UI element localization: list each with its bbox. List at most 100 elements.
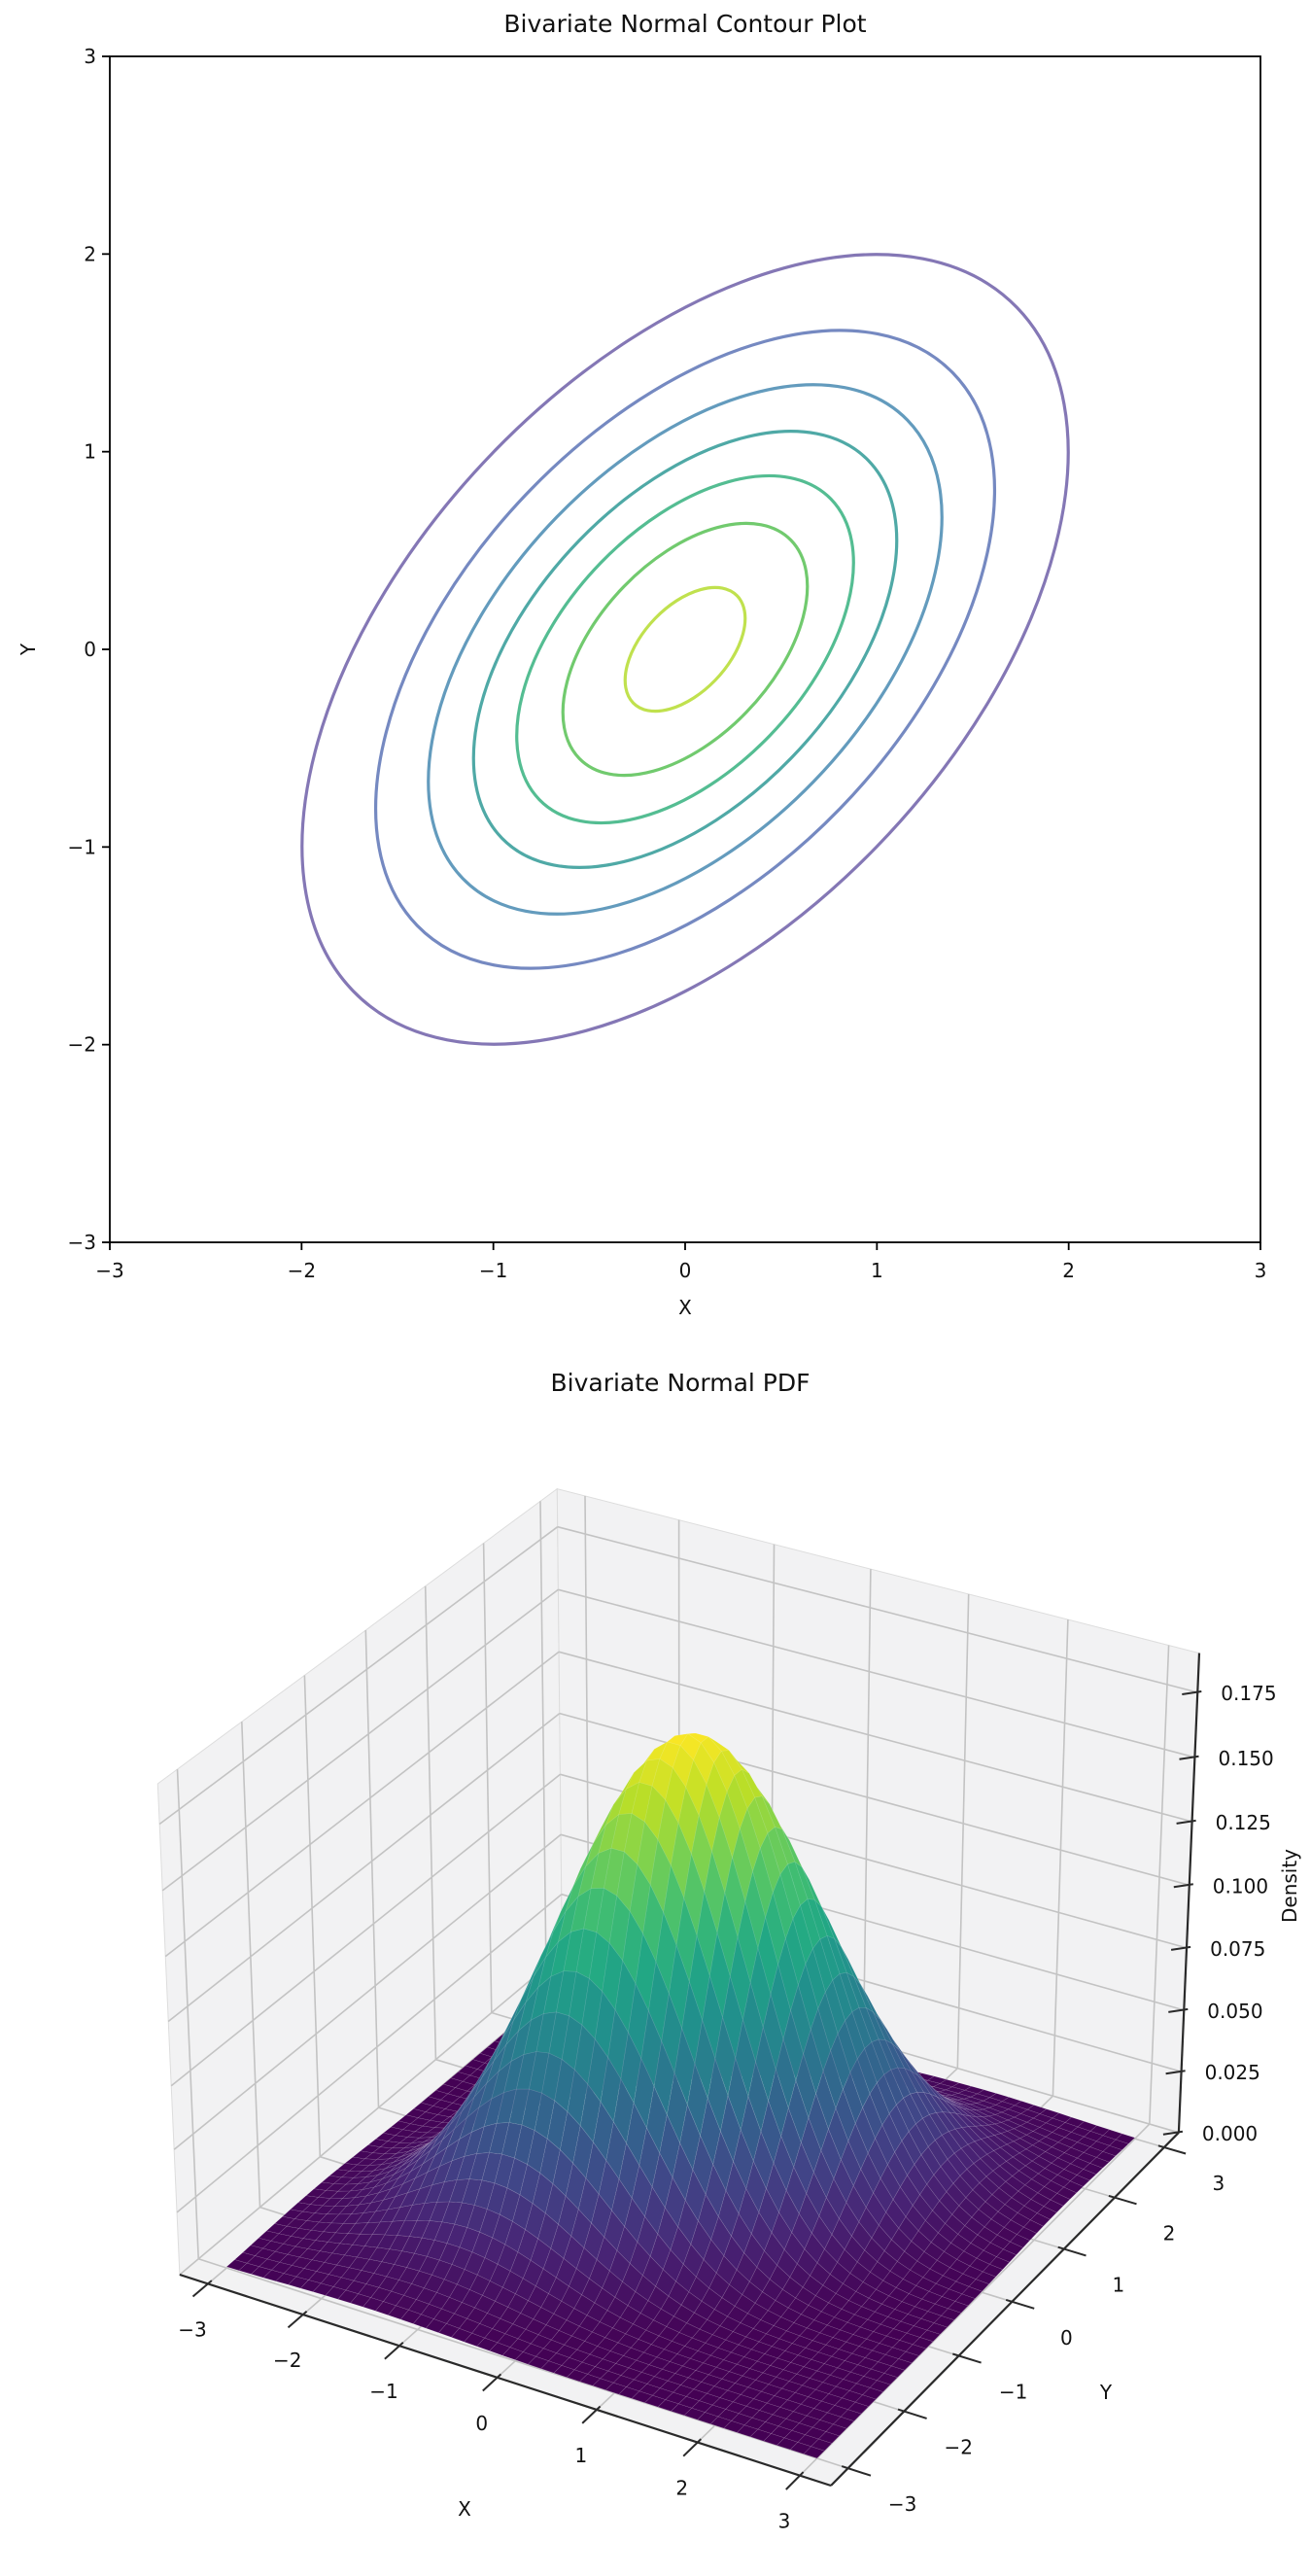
x-tick-label: 0 [679,1259,692,1282]
surface-x-tick-label: 3 [778,2510,791,2533]
surface-axis-lines [179,1653,1202,2490]
y-tick-label: 1 [84,440,96,464]
surface-z-tick-label: 0.075 [1210,1937,1265,1961]
surface-x-tick-label: 1 [575,2444,588,2467]
grid-line [173,1833,562,2150]
x-tick-label: 1 [871,1259,883,1282]
contour-plot-frame [109,55,1261,1243]
grid-line [482,1543,493,2013]
contour-ticks: −3 −2 −1 0 1 2 3 3 2 1 0 −1 −2 −3 [68,45,1267,1282]
grid-line [482,2373,502,2392]
contour-rings [162,110,1209,1189]
grid-line [1005,2298,1035,2310]
contour-ring [518,477,852,821]
contour-axes: −3 −2 −1 0 1 2 3 3 2 1 0 −1 −2 −3 Bivariate Normal Co… [17,10,1266,1319]
grid-line [952,2352,982,2364]
x-tick-label: −3 [95,1259,123,1282]
surface-3d-axes: −3 −2 −1 0 1 2 3 −3 −2 −1 0 1 2 3 0.000 0.025 0.050 0.075… [156,1369,1301,2533]
x-tick-label: −1 [479,1259,507,1282]
grid-line [1057,2245,1087,2257]
surface-x-tick-label: 0 [475,2412,488,2435]
grid-line [1108,2194,1137,2206]
grid-line [539,1501,547,1967]
x-tick-label: 2 [1062,1259,1075,1282]
z-tick [1176,1819,1196,1825]
grid-line [241,1722,261,2208]
surface-z-tick-label: 0.125 [1216,1811,1271,1834]
grid-line [559,1712,1190,1887]
grid-line [682,2438,702,2457]
y-tick-label: −1 [68,835,96,858]
surface-x-tick-label: 2 [675,2477,688,2500]
grid-line [830,2132,1180,2487]
surface-z-tick-label: 0.050 [1207,2000,1262,2023]
contour-ring [262,214,1108,1085]
y-tick-label: −2 [68,1033,96,1057]
surface-y-tick-label: −1 [999,2381,1027,2404]
surface-x-tick-label: −2 [273,2349,301,2372]
surface-mesh [225,1732,1136,2459]
contour-ylabel: Y [17,643,40,656]
surface-y-tick-label: 0 [1060,2326,1073,2350]
surface-y-tick-label: −3 [888,2492,916,2516]
surface-z-tick-label: 0.000 [1202,2122,1258,2145]
contour-title: Bivariate Normal Contour Plot [503,10,866,38]
grid-line [179,2273,832,2488]
z-tick [1173,1883,1193,1889]
grid-line [862,1569,872,2041]
surface-zlabel: Density [1278,1849,1301,1923]
surface-ylabel: Y [1099,2381,1113,2404]
grid-line [303,1675,322,2157]
grid-line [785,2471,805,2490]
grid-line [897,2408,927,2419]
grid-line [557,1525,1198,1693]
z-tick [1165,2070,1186,2075]
grid-line [164,1651,560,1958]
surface-y-tick-label: 3 [1213,2172,1225,2195]
grid-line [1149,1645,1170,2125]
y-tick-label: 3 [84,45,96,68]
surface-z-tick-label: 0.100 [1213,1874,1268,1897]
y-tick-label: 2 [84,242,96,265]
grid-line [167,1712,561,2023]
grid-line [1177,1653,1201,2133]
grid-line [191,2280,213,2298]
grid-line [841,2465,872,2477]
surface-title: Bivariate Normal PDF [551,1369,811,1397]
z-tick [1179,1755,1199,1760]
surface-x-tick-label: −1 [369,2380,397,2403]
surface-y-tick-label: 1 [1113,2274,1125,2297]
contour-ring [397,352,975,948]
grid-line [1052,1619,1069,2097]
grid-line [581,2405,602,2424]
grid-line [179,1952,563,2276]
grid-line [956,1593,970,2069]
z-tick [1170,1945,1191,1951]
surface-y-tick-label: 2 [1163,2222,1176,2245]
z-tick [1168,2007,1189,2013]
grid-line [384,2342,404,2360]
contour-xlabel: X [678,1296,692,1319]
z-tick [1182,1690,1202,1695]
surface-z-tick-label: 0.150 [1219,1747,1274,1770]
grid-line [558,1588,1195,1758]
contour-ring [604,565,768,734]
contour-ring [334,288,1036,1011]
y-tick-label: −3 [68,1231,96,1254]
grid-line [158,1526,559,1826]
surface-y-tick-label: −2 [945,2436,973,2459]
grid-line [424,1585,437,2060]
x-tick-label: −2 [288,1259,316,1282]
contour-ring [455,412,914,887]
surface-z-tick-label: 0.025 [1205,2061,1260,2084]
grid-line [364,1629,380,2108]
z-tick [1162,2130,1184,2136]
grid-line [287,2310,308,2329]
grid-line [161,1588,559,1892]
surface-z-tick-label: 0.175 [1221,1682,1276,1705]
grid-line [1157,2144,1187,2155]
grid-line [170,1773,561,2087]
grid-line [176,1894,563,2213]
